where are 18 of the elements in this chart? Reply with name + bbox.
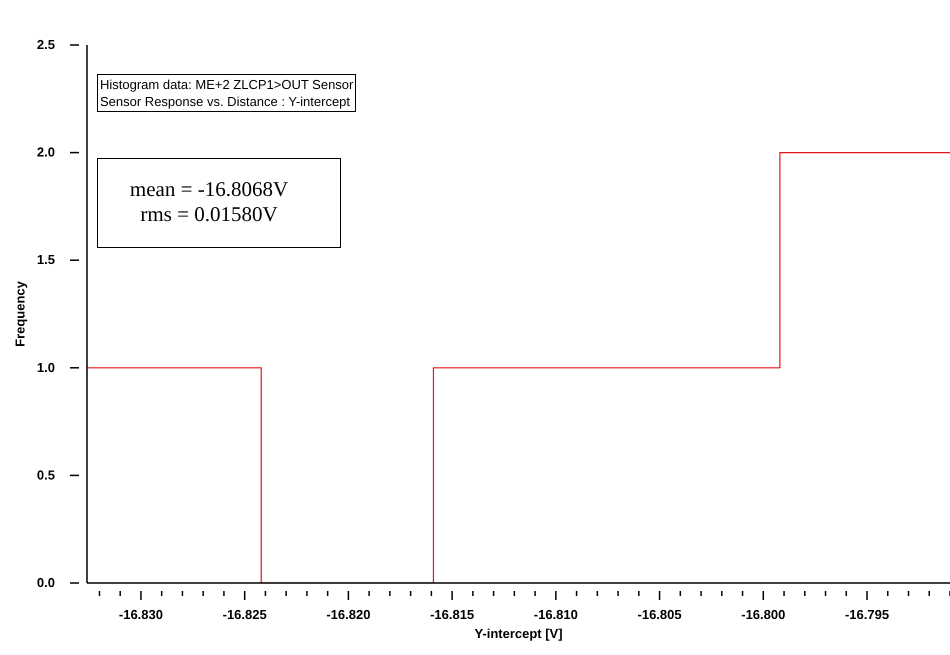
y-axis-title: Frequency: [12, 280, 28, 347]
x-tick-label: -16.800: [741, 607, 786, 622]
x-tick-label: -16.795: [844, 607, 890, 622]
x-tick-label: -16.815: [430, 607, 474, 622]
y-tick-label: 0.5: [36, 467, 55, 482]
y-tick-label: 0.0: [36, 575, 55, 590]
x-tick-label: -16.820: [326, 607, 370, 622]
y-tick-label: 2.5: [36, 37, 55, 52]
y-tick-label: 2.0: [36, 144, 55, 160]
x-tick-label: -16.825: [222, 607, 267, 622]
annotation: Histogram data: ME+2 ZLCP1>OUT Sensor Sensor Response vs. Distance : Y-intercept: [97, 74, 356, 112]
x-tick-label: -16.830: [118, 607, 163, 622]
y-tick-label: 1.5: [36, 252, 55, 268]
x-tick-label: -16.810: [534, 607, 578, 622]
x-tick-label: -16.805: [638, 607, 682, 622]
annotation: mean = -16.8068V rms = 0.01580V: [97, 158, 341, 248]
x-axis-title: Y-intercept [V]: [474, 626, 563, 641]
y-tick-label: 1.0: [36, 360, 55, 375]
